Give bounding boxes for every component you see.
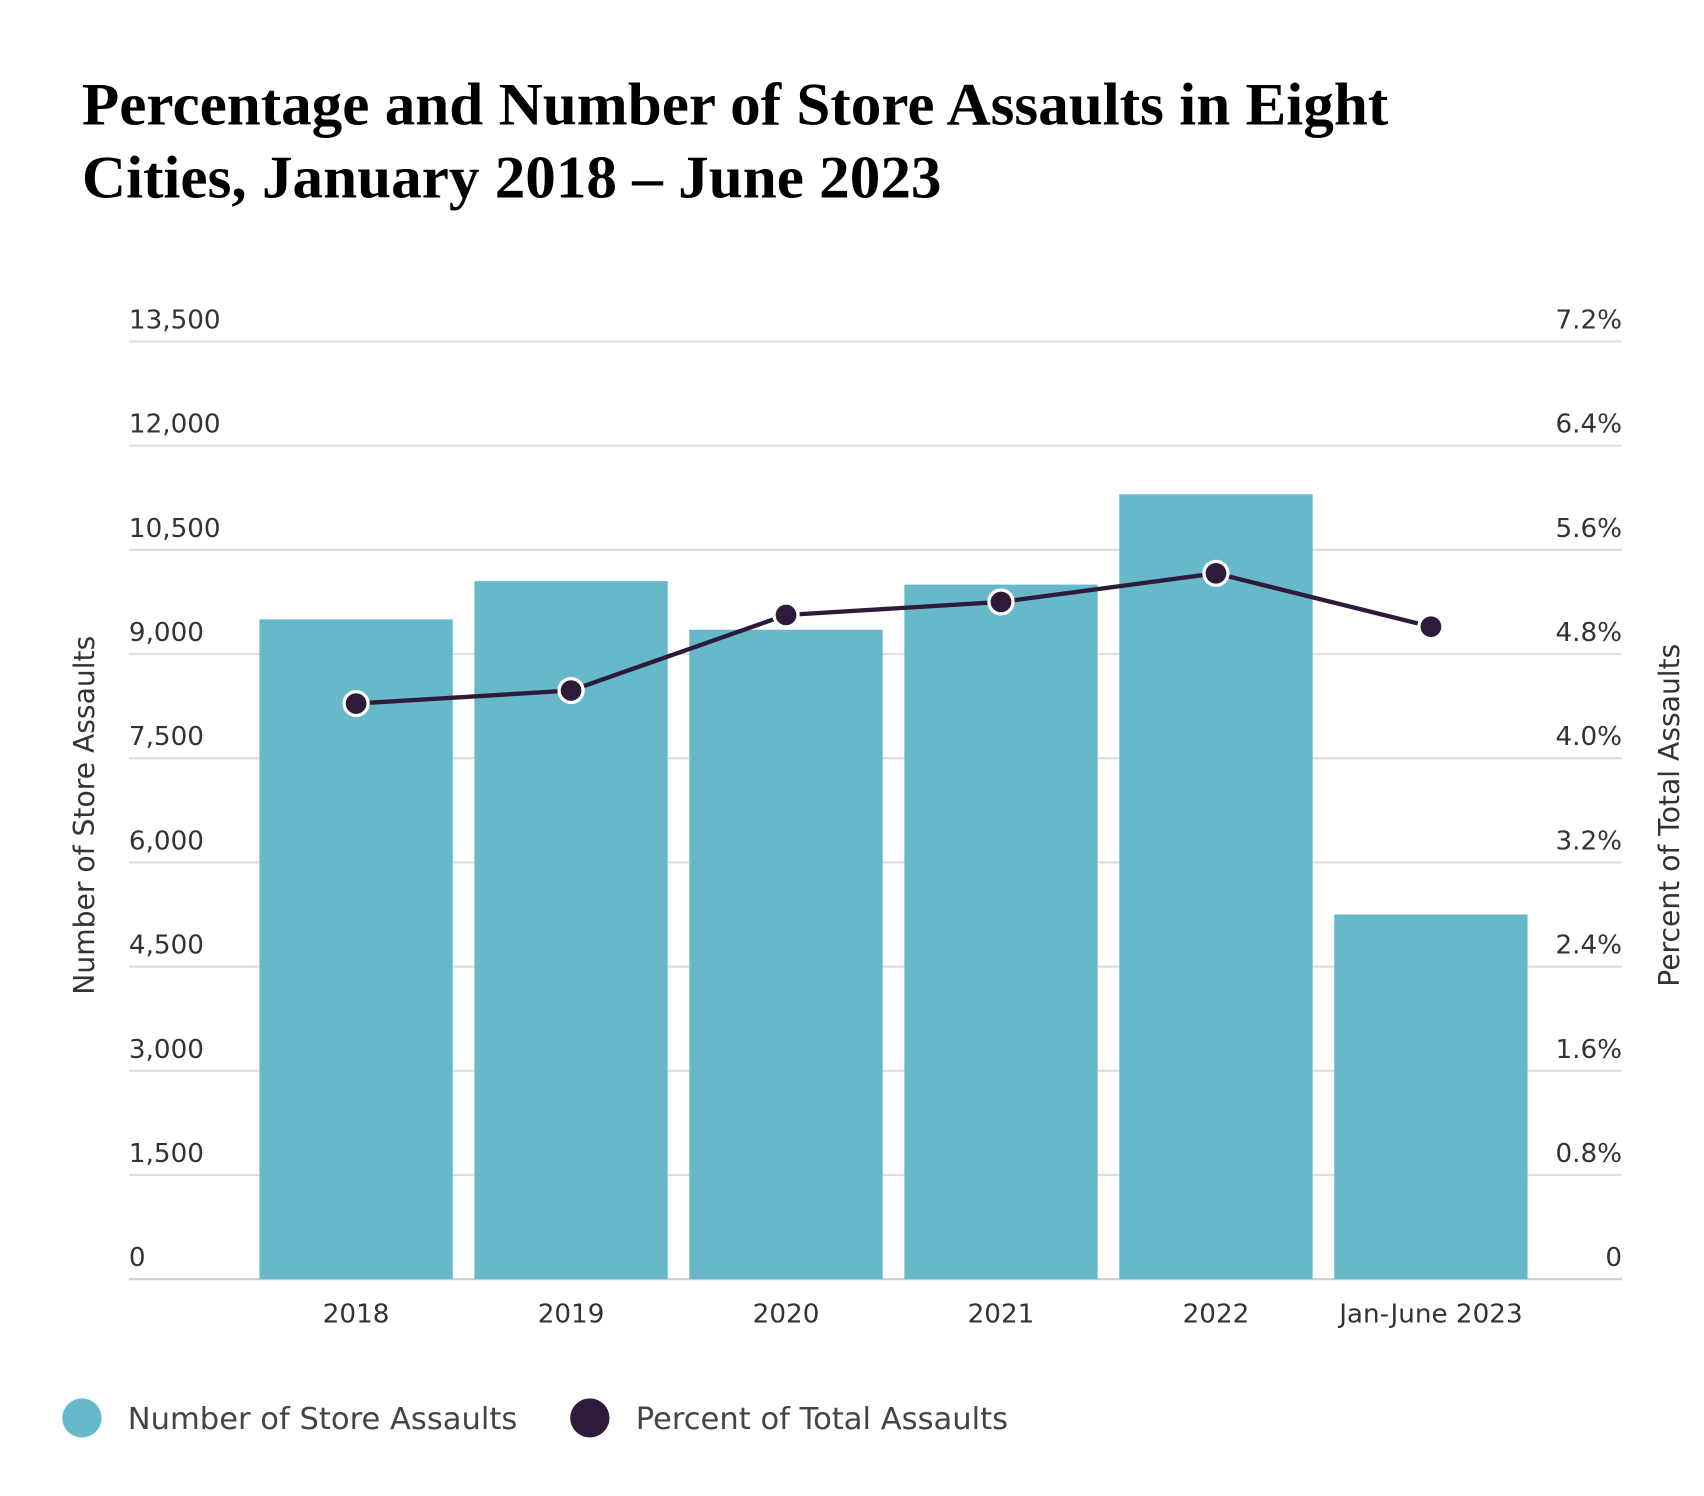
percent-line	[355, 571, 1432, 706]
chart-title-line-1: Percentage and Number of Store Assaults …	[82, 72, 1389, 139]
line-point	[1417, 613, 1445, 641]
y2-tick-label: 0.8%	[1555, 1139, 1622, 1169]
legend-swatch-bars	[62, 1398, 102, 1438]
x-tick-label: 2019	[538, 1300, 605, 1330]
y-axis-label: Number of Store Assaults	[68, 636, 101, 995]
line-point	[987, 588, 1015, 616]
legend-swatch-line	[570, 1398, 610, 1438]
y-tick-label: 0	[129, 1243, 146, 1273]
legend: Number of Store Assaults Percent of Tota…	[62, 1398, 1008, 1438]
legend-label-line: Percent of Total Assaults	[636, 1402, 1008, 1437]
bar	[259, 619, 453, 1280]
line-point	[557, 676, 585, 705]
x-tick-label: 2020	[753, 1300, 820, 1330]
x-tick-label: 2018	[323, 1300, 390, 1330]
y2-tick-label: 5.6%	[1555, 514, 1622, 544]
y-tick-label: 9,000	[129, 618, 204, 648]
y-tick-label: 4,500	[129, 931, 204, 961]
y-tick-label: 6,000	[129, 827, 204, 857]
y2-tick-label: 3.2%	[1555, 827, 1622, 857]
y2-tick-label: 6.4%	[1555, 410, 1622, 440]
x-tick-label: 2022	[1183, 1300, 1250, 1330]
x-tick-label: 2021	[968, 1300, 1035, 1330]
y2-tick-label: 2.4%	[1555, 931, 1622, 961]
y2-tick-label: 4.8%	[1555, 618, 1622, 648]
y2-tick-label: 0	[1605, 1243, 1622, 1273]
line-point	[342, 689, 370, 718]
bar	[904, 584, 1098, 1280]
y-tick-label: 1,500	[129, 1139, 204, 1169]
chart-title-line-2: Cities, January 2018 – June 2023	[82, 144, 942, 211]
x-tick-label: Jan-June 2023	[1337, 1300, 1522, 1330]
bar	[1119, 494, 1313, 1280]
bar	[689, 629, 883, 1280]
bar	[1334, 914, 1528, 1280]
y-tick-label: 12,000	[129, 410, 221, 440]
line-point	[772, 601, 800, 629]
y-tick-label: 10,500	[129, 514, 221, 544]
y-tick-label: 7,500	[129, 722, 204, 752]
line-point	[1202, 559, 1230, 587]
y-tick-label: 13,500	[129, 306, 221, 336]
y2-tick-label: 1.6%	[1555, 1035, 1622, 1065]
y2-tick-label: 7.2%	[1555, 306, 1622, 336]
y2-axis-label: Percent of Total Assaults	[1653, 644, 1686, 987]
legend-label-bars: Number of Store Assaults	[128, 1402, 517, 1437]
y2-tick-label: 4.0%	[1555, 722, 1622, 752]
y-tick-label: 3,000	[129, 1035, 204, 1065]
